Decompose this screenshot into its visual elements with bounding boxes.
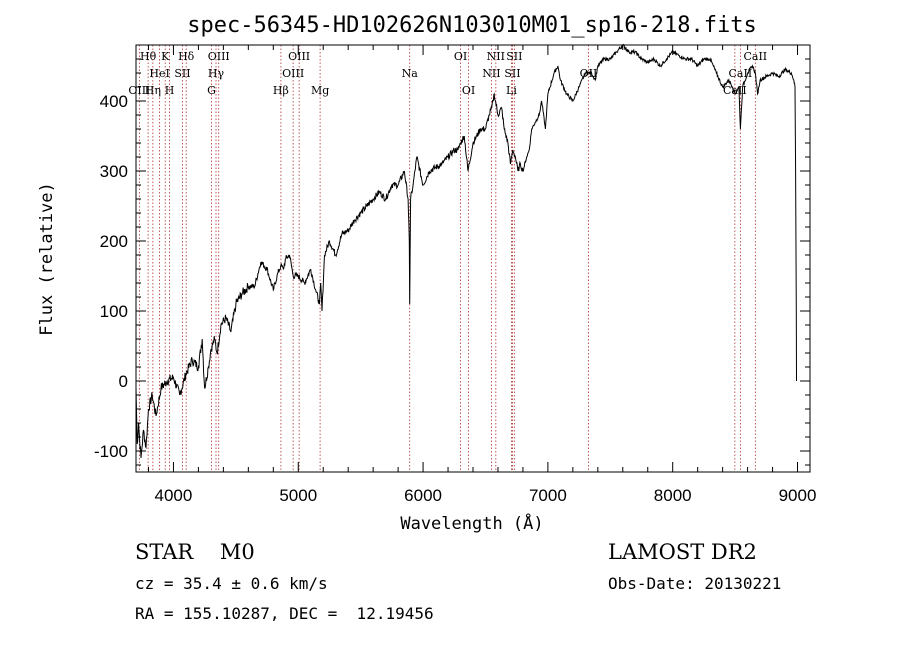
- spectral-line-label-3: HeI: [149, 67, 169, 80]
- spectral-line-label-17: OI: [462, 84, 475, 97]
- spectral-line-label-19: NII: [487, 50, 505, 63]
- y-tick-label-3: 200: [100, 232, 128, 251]
- y-tick-label-5: 400: [100, 92, 128, 111]
- x-tick-label-5: 9000: [779, 486, 817, 505]
- spectral-line-label-12: OIII: [282, 67, 304, 80]
- spectral-line-label-22: SII: [506, 50, 522, 63]
- flux-series-line: [135, 43, 797, 459]
- axis-ticks: 4000 5000 6000 7000 8000 9000 -100 0 100 200 300 40…: [94, 44, 817, 505]
- chart-title: spec-56345-HD102626N103010M01_sp16-218.f…: [187, 13, 757, 38]
- spectral-line-label-1: OIII: [128, 84, 150, 97]
- y-tick-label-1: 0: [119, 372, 128, 391]
- x-axis-label: Wavelength (Å): [400, 512, 543, 534]
- spectral-line-label-20: Li: [506, 84, 517, 97]
- y-axis-label: Flux (relative): [37, 182, 57, 336]
- spectral-line-label-11: Hβ: [273, 84, 289, 97]
- spectral-line-label-21: SII: [504, 67, 520, 80]
- y-tick-label-2: 100: [100, 302, 128, 321]
- spectral-line-label-18: NII: [482, 67, 500, 80]
- plot-frame: [135, 44, 811, 473]
- spectral-line-label-8: G: [207, 84, 216, 97]
- x-tick-label-1: 5000: [279, 486, 317, 505]
- coordinates: RA = 155.10287, DEC = 12.19456: [135, 604, 434, 623]
- redshift-velocity: cz = 35.4 ± 0.6 km/s: [135, 574, 328, 593]
- y-tick-label-0: -100: [94, 442, 128, 461]
- spectral-line-label-2: Hη: [145, 84, 161, 97]
- object-class: STAR M0: [135, 540, 255, 564]
- spectral-line-label-24: CaII: [723, 84, 747, 97]
- spectral-line-labels: HθOIIIHηHeIKHSIIHδGHγOIIIHβOIIIOIIIMgNaO…: [128, 50, 767, 97]
- spectral-line-label-16: OI: [454, 50, 467, 63]
- spectral-line-label-25: CaII: [729, 67, 753, 80]
- spectral-line-label-15: Na: [402, 67, 419, 80]
- spectral-line-label-5: H: [165, 84, 175, 97]
- spectral-line-label-10: OIII: [208, 50, 230, 63]
- x-tick-label-0: 4000: [155, 486, 193, 505]
- spectral-line-label-14: Mg: [311, 84, 329, 97]
- survey-name: LAMOST DR2: [608, 540, 757, 564]
- spectral-line-label-4: K: [161, 50, 170, 63]
- spectral-line-label-9: Hγ: [208, 67, 225, 80]
- spectral-line-label-13: OIII: [288, 50, 310, 63]
- y-tick-label-4: 300: [100, 162, 128, 181]
- spectral-line-label-26: CaII: [743, 50, 767, 63]
- spectral-line-markers: [138, 45, 756, 472]
- spectral-line-label-7: Hδ: [178, 50, 195, 63]
- spectral-line-label-6: SII: [174, 67, 190, 80]
- x-tick-label-2: 6000: [404, 486, 442, 505]
- observation-date: Obs-Date: 20130221: [608, 574, 782, 593]
- x-tick-label-4: 8000: [654, 486, 692, 505]
- x-tick-label-3: 7000: [529, 486, 567, 505]
- spectral-line-label-0: Hθ: [140, 50, 157, 63]
